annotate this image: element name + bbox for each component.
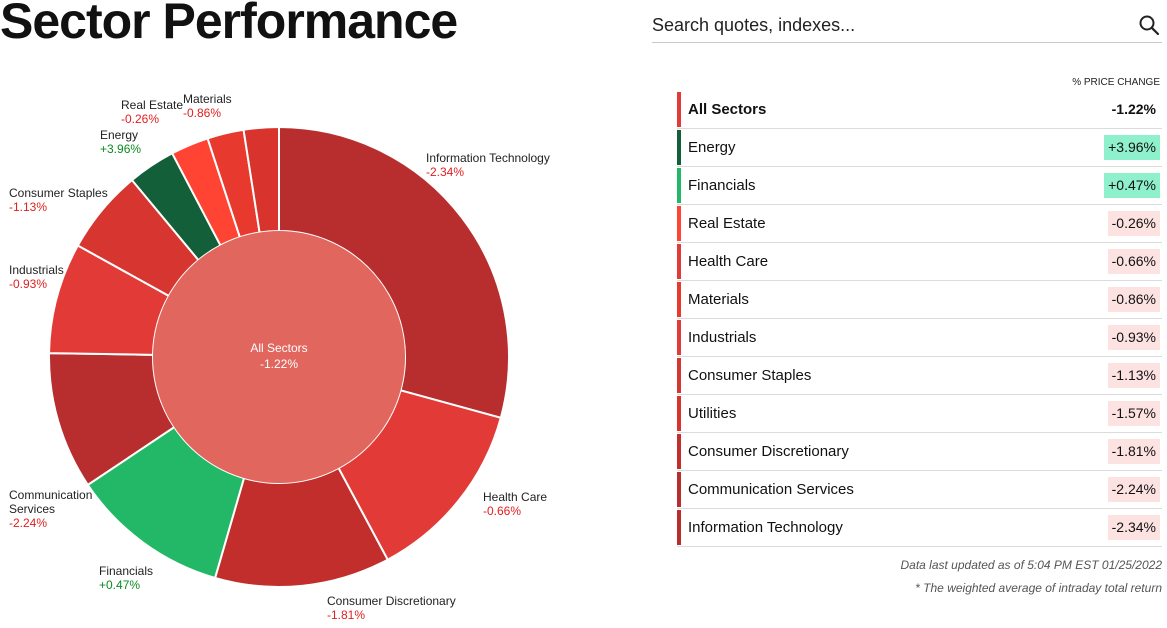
label-communication-services-line1: Communication: [9, 488, 92, 502]
label-value-energy: +3.96%: [100, 142, 141, 156]
row-change-badge: -2.34%: [1107, 515, 1160, 540]
row-name: Utilities: [688, 405, 737, 422]
table-body: All Sectors -1.22% Energy +3.96% Financials +…: [677, 91, 1162, 547]
row-color-bar: [677, 130, 681, 165]
center-circle[interactable]: [153, 231, 405, 483]
table-row-consumer-staples[interactable]: Consumer Staples -1.13%: [677, 357, 1162, 395]
row-color-bar: [677, 92, 681, 127]
label-value-industrials: -0.93%: [9, 277, 47, 291]
row-change-badge: -0.86%: [1107, 287, 1160, 312]
row-change-badge: -2.24%: [1107, 477, 1160, 502]
page-title: Sector Performance: [0, 0, 458, 49]
row-change-badge: -0.66%: [1107, 249, 1160, 274]
row-color-bar: [677, 358, 681, 393]
label-industrials: Industrials: [9, 263, 64, 277]
label-value-real-estate: -0.26%: [121, 112, 159, 126]
row-change-badge: +0.47%: [1104, 173, 1160, 198]
table-row-energy[interactable]: Energy +3.96%: [677, 129, 1162, 167]
table-row-consumer-discretionary[interactable]: Consumer Discretionary -1.81%: [677, 433, 1162, 471]
table-header: % PRICE CHANGE: [1072, 77, 1160, 88]
table-row-materials[interactable]: Materials -0.86%: [677, 281, 1162, 319]
table-row-information-technology[interactable]: Information Technology -2.34%: [677, 509, 1162, 547]
row-name: Financials: [688, 177, 756, 194]
label-energy: Energy: [100, 128, 138, 142]
row-name: Real Estate: [688, 215, 766, 232]
row-color-bar: [677, 244, 681, 279]
row-name: All Sectors: [688, 101, 767, 118]
search-input[interactable]: [652, 12, 1122, 38]
label-information-technology: Information Technology: [426, 151, 550, 165]
table-row-health-care[interactable]: Health Care -0.66%: [677, 243, 1162, 281]
table-row-communication-services[interactable]: Communication Services -2.24%: [677, 471, 1162, 509]
row-change-badge: -1.81%: [1107, 439, 1160, 464]
label-value-materials: -0.86%: [183, 106, 221, 120]
label-value-consumer-discretionary: -1.81%: [327, 608, 365, 622]
table-row-all-sectors[interactable]: All Sectors -1.22%: [677, 91, 1162, 129]
table-row-real-estate[interactable]: Real Estate -0.26%: [677, 205, 1162, 243]
table-row-utilities[interactable]: Utilities -1.57%: [677, 395, 1162, 433]
row-color-bar: [677, 282, 681, 317]
row-name: Energy: [688, 139, 736, 156]
row-name: Consumer Discretionary: [688, 443, 849, 460]
label-materials: Materials: [183, 92, 232, 106]
row-name: Industrials: [688, 329, 757, 346]
center-value: -1.22%: [260, 357, 298, 371]
row-color-bar: [677, 510, 681, 545]
row-color-bar: [677, 168, 681, 203]
last-updated-note: Data last updated as of 5:04 PM EST 01/2…: [900, 558, 1162, 572]
row-name: Information Technology: [688, 519, 843, 536]
label-value-communication-services: -2.24%: [9, 516, 47, 530]
row-change-badge: -0.93%: [1107, 325, 1160, 350]
row-change-badge: +3.96%: [1104, 135, 1160, 160]
row-color-bar: [677, 320, 681, 355]
table-row-financials[interactable]: Financials +0.47%: [677, 167, 1162, 205]
row-name: Consumer Staples: [688, 367, 812, 384]
label-communication-services-line2: Services: [9, 502, 55, 516]
row-color-bar: [677, 434, 681, 469]
row-name: Materials: [688, 291, 749, 308]
row-name: Health Care: [688, 253, 769, 270]
search-bar: [652, 8, 1162, 43]
row-color-bar: [677, 472, 681, 507]
center-name: All Sectors: [250, 341, 307, 355]
row-name: Communication Services: [688, 481, 854, 498]
row-color-bar: [677, 396, 681, 431]
row-change-badge: -1.22%: [1107, 97, 1160, 122]
label-health-care: Health Care: [483, 490, 547, 504]
row-change-badge: -0.26%: [1107, 211, 1160, 236]
row-change-badge: -1.13%: [1107, 363, 1160, 388]
table-row-industrials[interactable]: Industrials -0.93%: [677, 319, 1162, 357]
row-color-bar: [677, 206, 681, 241]
label-real-estate: Real Estate: [121, 98, 183, 112]
label-consumer-discretionary: Consumer Discretionary: [327, 594, 456, 608]
label-consumer-staples: Consumer Staples: [9, 186, 108, 200]
row-change-badge: -1.57%: [1107, 401, 1160, 426]
label-value-consumer-staples: -1.13%: [9, 200, 47, 214]
sector-table: % PRICE CHANGE All Sectors -1.22% Energy +3…: [677, 74, 1162, 547]
label-value-financials: +0.47%: [99, 578, 140, 592]
label-value-health-care: -0.66%: [483, 504, 521, 518]
weighted-average-note: * The weighted average of intraday total…: [915, 581, 1162, 595]
search-icon[interactable]: [1138, 14, 1160, 36]
label-value-information-technology: -2.34%: [426, 165, 464, 179]
label-financials: Financials: [99, 564, 153, 578]
sector-donut-chart: Information Technology-2.34%Health Care-…: [9, 92, 550, 622]
